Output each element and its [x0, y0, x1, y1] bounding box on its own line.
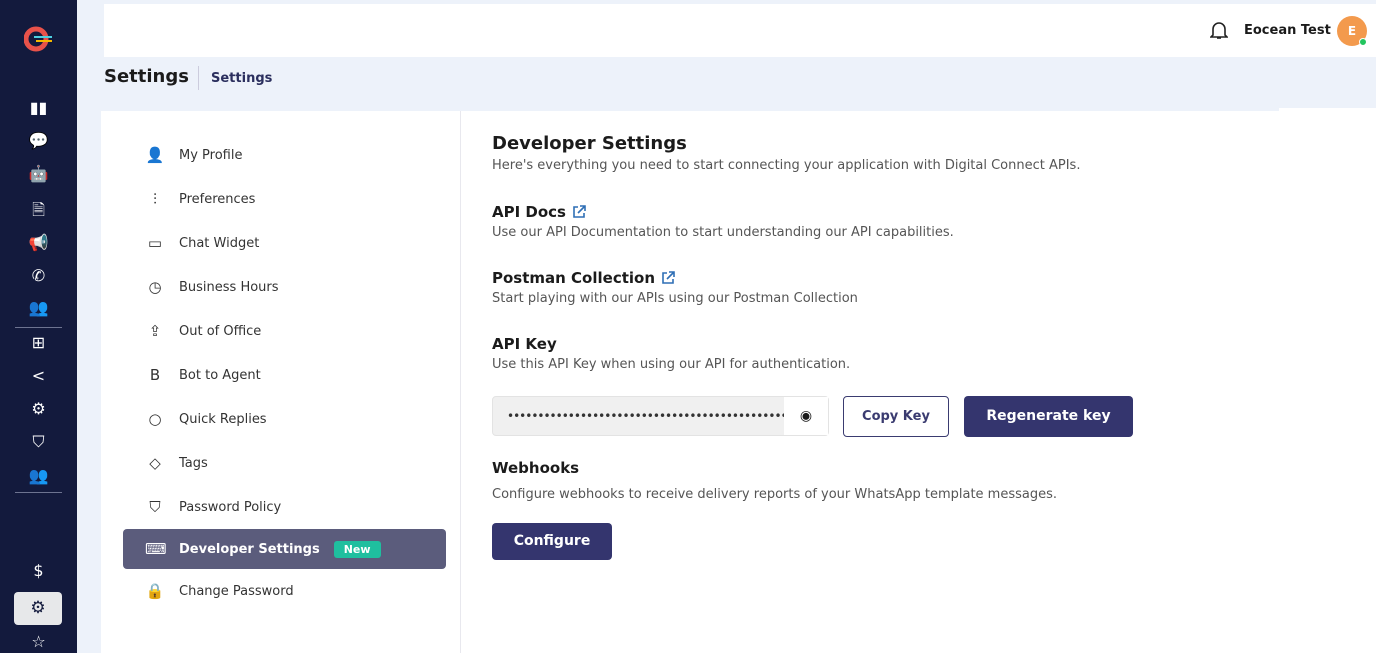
nav-item-change-password[interactable]: 🔒 Change Password — [123, 571, 446, 611]
api-key-title: API Key — [492, 335, 557, 353]
nav-item-preferences[interactable]: ⫶ Preferences — [123, 179, 446, 219]
megaphone-icon[interactable]: 📢 — [28, 233, 49, 252]
nav-item-chat-widget[interactable]: ▭ Chat Widget — [123, 223, 446, 263]
eye-icon[interactable]: ◉ — [784, 397, 828, 435]
nav-label: Quick Replies — [179, 411, 267, 427]
nav-item-my-profile[interactable]: 👤 My Profile — [123, 135, 446, 175]
tag-icon: ◇ — [149, 454, 161, 472]
left-rail: ▮▮ 💬 🤖 🗎 📢 ✆ 👥 ⊞ < ⚙ ⛉ 👥 $ ⚙ ☆ — [0, 0, 77, 653]
copy-key-button[interactable]: Copy Key — [843, 396, 949, 437]
nav-item-bot-to-agent[interactable]: B Bot to Agent — [123, 355, 446, 395]
nav-label: Business Hours — [179, 279, 279, 295]
analytics-icon[interactable]: ▮▮ — [29, 98, 48, 117]
logo — [24, 26, 52, 52]
nav-item-out-of-office[interactable]: ⇪ Out of Office — [123, 311, 446, 351]
avatar[interactable]: E — [1337, 16, 1367, 46]
section-subtitle: Here's everything you need to start conn… — [492, 158, 1081, 173]
api-key-desc: Use this API Key when using our API for … — [492, 357, 851, 372]
nav-label: Tags — [179, 455, 208, 471]
network-icon[interactable]: ⊞ — [31, 333, 46, 352]
bubble-icon: ○ — [148, 410, 162, 428]
nav-label: Chat Widget — [179, 235, 260, 251]
divider — [15, 492, 62, 493]
postman-desc: Start playing with our APIs using our Po… — [492, 291, 858, 306]
settings-nav: 👤 My Profile ⫶ Preferences ▭ Chat Widget ◷ B… — [101, 111, 461, 653]
regenerate-key-button[interactable]: Regenerate key — [964, 396, 1133, 437]
external-link-icon[interactable] — [572, 205, 586, 219]
shield-icon[interactable]: ⛉ — [32, 432, 45, 451]
billing-icon[interactable]: $ — [33, 561, 44, 580]
nav-item-quick-replies[interactable]: ○ Quick Replies — [123, 399, 446, 439]
whatsapp-icon[interactable]: ✆ — [31, 266, 46, 285]
postman-title: Postman Collection — [492, 269, 656, 287]
users-icon[interactable]: 👥 — [28, 466, 49, 485]
webhooks-title: Webhooks — [492, 459, 580, 477]
bot-icon[interactable]: 🤖 — [28, 164, 49, 183]
document-icon[interactable]: 🗎 — [32, 200, 45, 219]
settings-icon[interactable]: ⚙ — [14, 592, 62, 625]
api-docs-title: API Docs — [492, 203, 566, 221]
page-title: Settings — [104, 66, 189, 87]
bell-icon[interactable] — [1210, 20, 1228, 40]
laptop-icon: ⌨ — [145, 540, 167, 558]
nav-label: Developer Settings — [179, 541, 320, 557]
clock-icon: ◷ — [148, 278, 162, 296]
bold-b-icon: B — [149, 366, 161, 384]
new-badge: New — [333, 540, 381, 558]
external-link-icon[interactable] — [661, 271, 675, 285]
nav-item-tags[interactable]: ◇ Tags — [123, 443, 446, 483]
star-icon[interactable]: ☆ — [31, 632, 46, 651]
nav-item-developer-settings[interactable]: ⌨ Developer Settings New — [123, 529, 446, 569]
webhooks-desc: Configure webhooks to receive delivery r… — [492, 487, 1057, 502]
nav-label: Bot to Agent — [179, 367, 261, 383]
online-status-dot — [1359, 38, 1367, 46]
api-docs-link[interactable]: API Docs — [492, 203, 954, 221]
share-icon[interactable]: < — [31, 366, 46, 385]
chat-icon: ▭ — [147, 234, 163, 252]
top-header — [104, 4, 1376, 57]
nav-label: Change Password — [179, 583, 294, 599]
postman-link[interactable]: Postman Collection — [492, 269, 858, 287]
nav-item-password-policy[interactable]: ⛉ Password Policy — [123, 487, 446, 527]
nav-label: Out of Office — [179, 323, 262, 339]
section-title: Developer Settings — [492, 133, 687, 154]
card-edge — [1279, 108, 1376, 653]
nav-label: Password Policy — [179, 499, 282, 515]
lock-icon: 🔒 — [145, 582, 165, 600]
divider — [15, 327, 62, 328]
nav-label: My Profile — [179, 147, 243, 163]
api-key-field[interactable]: ••••••••••••••••••••••••••••••••••••••••… — [492, 396, 829, 436]
breadcrumb[interactable]: Settings — [198, 66, 272, 90]
user-icon: 👤 — [145, 146, 165, 164]
shield-icon: ⛉ — [149, 498, 161, 516]
nav-label: Preferences — [179, 191, 256, 207]
nav-item-business-hours[interactable]: ◷ Business Hours — [123, 267, 446, 307]
user-name[interactable]: Eocean Test — [1244, 23, 1331, 38]
configure-button[interactable]: Configure — [492, 523, 612, 560]
upload-icon: ⇪ — [148, 322, 162, 340]
api-docs-desc: Use our API Documentation to start under… — [492, 225, 954, 240]
sliders-icon: ⫶ — [153, 190, 157, 208]
gears-icon[interactable]: ⚙ — [31, 399, 46, 418]
api-key-value: ••••••••••••••••••••••••••••••••••••••••… — [507, 409, 784, 423]
chats-icon[interactable]: 💬 — [28, 131, 49, 150]
team-icon[interactable]: 👥 — [28, 298, 49, 317]
